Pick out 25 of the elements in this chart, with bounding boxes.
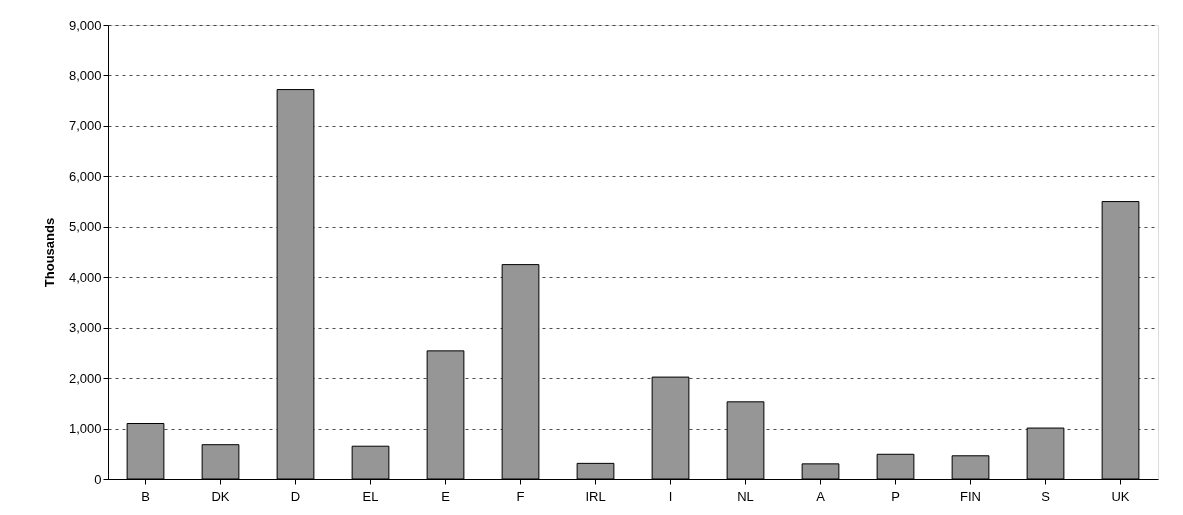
y-tick-label: 8,000 — [68, 67, 102, 83]
x-tick-label: FIN — [960, 488, 981, 504]
y-tick-label: 7,000 — [68, 118, 102, 134]
x-tick-label: I — [668, 488, 673, 504]
x-tick-label: UK — [1111, 488, 1130, 504]
y-tick-label: 3,000 — [68, 320, 102, 336]
y-tick-label: 0 — [94, 471, 102, 487]
x-tick-label: DK — [211, 488, 230, 504]
y-axis-title: Thousands — [41, 217, 57, 288]
x-tick-label: IRL — [585, 488, 606, 504]
x-tick-label: D — [290, 488, 301, 504]
x-tick-label: B — [141, 488, 150, 504]
y-tick-label: 6,000 — [68, 168, 102, 184]
y-tick-label: 9,000 — [68, 17, 102, 33]
x-tick-label: EL — [362, 488, 379, 504]
y-tick-label: 5,000 — [68, 219, 102, 235]
y-tick-label: 1,000 — [68, 421, 102, 437]
x-tick-label: E — [441, 488, 451, 504]
y-tick-label: 4,000 — [68, 269, 102, 285]
x-tick-label: S — [1041, 488, 1051, 504]
y-tick-label: 2,000 — [68, 370, 102, 386]
x-tick-label: NL — [737, 488, 754, 504]
x-tick-label: F — [516, 488, 525, 504]
x-tick-label: P — [891, 488, 900, 504]
x-tick-label: A — [816, 488, 826, 504]
